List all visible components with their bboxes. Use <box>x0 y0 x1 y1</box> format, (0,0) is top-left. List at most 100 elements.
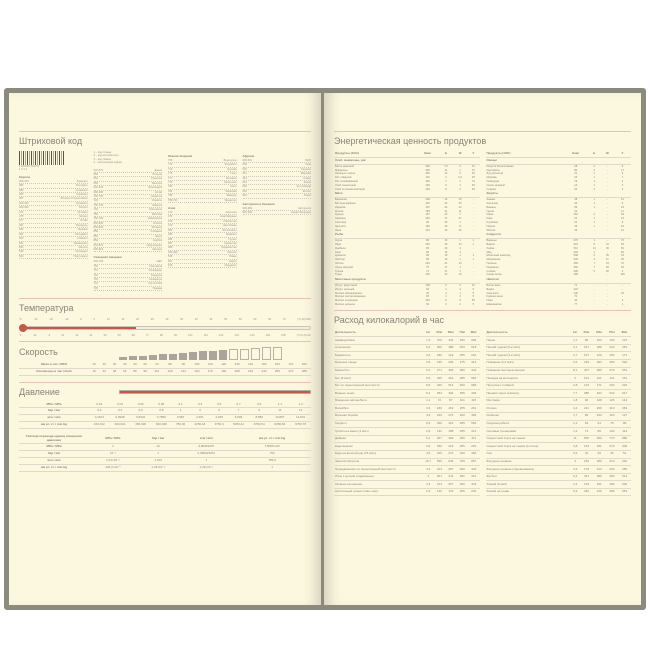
cell: 7 <box>445 180 447 184</box>
cell: 16 <box>444 239 448 243</box>
food-group: Рыба <box>334 232 480 239</box>
country-code: 750 <box>93 212 98 216</box>
food-row: Тунец 226 22 16 - <box>334 273 480 277</box>
cell: 5 <box>472 287 475 291</box>
country-name: Австрия <box>152 247 162 251</box>
cell: 11 <box>269 407 291 416</box>
cell: 4 <box>459 287 461 291</box>
cell: Молоко сгущённое <box>335 299 358 303</box>
cell: 1,32×10⁻³ <box>179 464 234 472</box>
cell: 40 <box>605 269 609 273</box>
activity-row: Бег (8 км/ч) 6,9 346 416 485 554 <box>334 374 480 383</box>
cell: 5 <box>621 164 624 168</box>
fahrenheit-tick: 122 <box>219 333 224 337</box>
cell: 1 <box>136 450 180 458</box>
cell: 8 <box>445 187 447 191</box>
cell: 54 <box>580 420 593 429</box>
cell: Курица <box>335 213 344 217</box>
cell: 39 <box>592 450 606 459</box>
cell: - <box>606 172 608 176</box>
cell: 366 <box>425 172 430 176</box>
cell: 8250,66 <box>269 421 291 429</box>
country-code: 700-709 <box>93 195 104 199</box>
cell: 46 <box>621 265 624 269</box>
cell: Икра <box>335 243 341 247</box>
cell: 526 <box>618 359 631 368</box>
cell: 355 <box>456 389 468 398</box>
cell: 450,036 <box>130 421 151 429</box>
cell: 42 <box>574 209 578 213</box>
country-code-row: 485 Армения <box>168 233 237 238</box>
cell: 0,04 <box>109 401 131 409</box>
country-code: 789-790 <box>168 198 178 202</box>
activity-row: Игры с детьми (подвижные) 4 201 241 281 321 <box>334 473 480 482</box>
cell: 12 <box>621 228 624 232</box>
country-name: США <box>156 260 162 264</box>
celsius-tick: 70 <box>282 318 286 322</box>
cell: - <box>606 202 608 206</box>
header-cell: Деятельность <box>334 330 423 338</box>
food-row: Пиво 40 - - 3 <box>486 299 632 303</box>
fahrenheit-tick: 77 <box>145 333 149 337</box>
cell: 64 <box>592 420 606 429</box>
cell: 420 <box>425 202 430 206</box>
cell: 141 <box>605 374 619 383</box>
cell: 255 <box>456 442 468 451</box>
country-name: Япония <box>227 250 237 254</box>
country-code: 611 <box>242 172 247 176</box>
cell: Хоккей на траве <box>485 488 571 497</box>
cell: 651 <box>618 367 631 376</box>
cell: 262 <box>573 213 578 217</box>
cell: 31 <box>605 243 609 247</box>
country-code: 624 <box>242 194 247 198</box>
cell: 524 <box>573 243 578 247</box>
country-name: Венгрия <box>152 181 162 185</box>
cell: 80 <box>574 168 578 172</box>
cell: Баскетбол <box>334 367 423 376</box>
cell: 1 <box>459 254 461 258</box>
food-group: Сладости <box>485 232 631 239</box>
cell: 366 <box>468 450 480 459</box>
cell: 90 <box>426 221 430 225</box>
country-code: 621 <box>168 259 173 263</box>
cell: Пирожное <box>486 265 499 269</box>
cell: - <box>622 295 623 299</box>
food-row: Креветки 86 18 1 1 <box>334 254 480 258</box>
country-name: Узбекистан <box>223 219 237 223</box>
cell: 70 <box>150 362 164 369</box>
country-code: 484 <box>19 232 24 236</box>
activity-row: Плавание (2,4 км/ч) 6,6 329 394 460 526 <box>485 359 631 368</box>
cell: 151 <box>592 480 606 489</box>
cell: 291 <box>468 351 480 360</box>
cell: 255 <box>456 351 468 360</box>
cell: 51 <box>618 450 631 459</box>
country-name: Португалия <box>73 254 88 258</box>
cell: 300 <box>456 465 468 474</box>
activity-row: Пеший туризм (5,2 км/ч) 3,1 157 188 220 251 <box>485 344 631 353</box>
country-code-row: 599 Венгрия <box>93 181 162 187</box>
cell: 3,6 <box>422 442 434 451</box>
cell: 19 <box>444 258 448 262</box>
cell: 406 <box>468 389 480 398</box>
cell: 33 <box>574 176 578 180</box>
cell: 5 <box>472 302 475 306</box>
activity-row: Футбол 6,4 321 386 450 514 <box>485 473 631 482</box>
food-row: Индейка 197 22 12 - <box>334 206 480 210</box>
country-code-row: 870-879 Нидерланды <box>93 243 162 248</box>
country-code-row: 484 Молдавия <box>19 232 88 238</box>
country-code-row: 604 Сенегал <box>242 168 311 173</box>
cell: 285 <box>618 465 631 474</box>
cell: Индейка <box>335 205 346 209</box>
cell: Мороженое <box>486 258 501 262</box>
country-code-row: 380 Болгария <box>19 184 88 189</box>
country-code: 613 <box>242 176 247 180</box>
country-name: Чехия <box>154 234 162 238</box>
energy-title: Энергетическая ценность продуктов <box>334 136 487 146</box>
cell: 255 <box>456 404 468 414</box>
cell: 346 <box>433 374 446 383</box>
cell: - <box>593 209 595 213</box>
country-name: Нидерланды <box>146 243 162 247</box>
country-group-title: Азия <box>168 206 176 211</box>
cell: 86 <box>618 420 631 429</box>
cell: 240 <box>257 368 271 376</box>
